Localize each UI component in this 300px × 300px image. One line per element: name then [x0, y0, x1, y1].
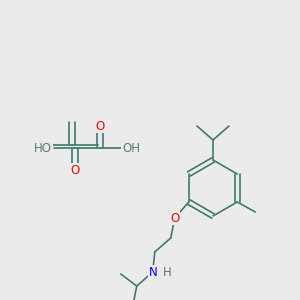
Text: O: O: [170, 212, 179, 224]
Text: OH: OH: [122, 142, 140, 154]
Text: O: O: [70, 164, 80, 176]
Text: HO: HO: [34, 142, 52, 154]
Text: H: H: [162, 266, 171, 278]
Text: O: O: [95, 119, 105, 133]
Text: N: N: [148, 266, 157, 278]
